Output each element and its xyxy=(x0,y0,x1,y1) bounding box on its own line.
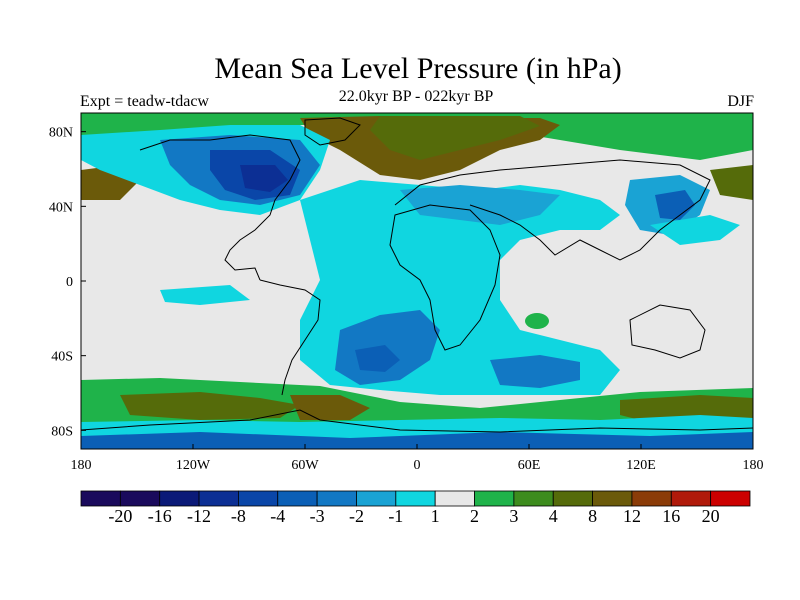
y-tick-label-0: 80N xyxy=(49,126,73,141)
east-asia-strong-negative xyxy=(655,190,695,220)
laurentide-low-core xyxy=(240,165,288,192)
colorbar-label-10: 3 xyxy=(509,506,518,526)
eurasia-negative-region xyxy=(400,185,560,225)
axis-ticks: 180 120W 60W 0 60E 120E 180 80N 40N 0 40S 80S xyxy=(49,126,764,473)
colorbar-label-9: 2 xyxy=(470,506,479,526)
colorbar-label-14: 16 xyxy=(662,506,680,526)
colorbar-swatch-7 xyxy=(356,490,397,507)
coast-antarctica xyxy=(81,409,753,433)
coast-greenland xyxy=(304,117,361,146)
experiment-label: Expt = teadw-tdacw xyxy=(80,93,209,110)
x-tick-label-0: 180 xyxy=(71,458,92,473)
colorbar-label-6: -2 xyxy=(349,506,364,526)
southern-ocean-core-positive xyxy=(290,395,370,420)
antarctic-strong-negative xyxy=(81,432,753,449)
pressure-anomaly-field xyxy=(81,113,753,449)
south-indian-negative-region xyxy=(490,355,580,388)
y-tick-label-2: 0 xyxy=(66,275,73,290)
coast-eurasia xyxy=(394,159,711,261)
colorbar-label-11: 4 xyxy=(549,506,558,526)
colorbar-swatch-2 xyxy=(159,490,200,507)
colorbar-swatch-9 xyxy=(434,490,475,507)
y-tick-label-4: 80S xyxy=(51,424,73,439)
chart-title: Mean Sea Level Pressure (in hPa) xyxy=(214,52,622,85)
coast-north-america xyxy=(139,134,301,281)
colorbar-swatch-6 xyxy=(316,490,357,507)
colorbar-swatch-12 xyxy=(552,490,593,507)
x-tick-label-4: 60E xyxy=(518,458,541,473)
colorbar-label-3: -8 xyxy=(231,506,246,526)
x-tick-label-1: 120W xyxy=(176,458,211,473)
colorbar-label-4: -4 xyxy=(270,506,285,526)
colorbar-swatch-15 xyxy=(670,490,712,507)
colorbar-label-8: 1 xyxy=(431,506,440,526)
colorbar-swatch-1 xyxy=(119,490,161,507)
x-tick-label-5: 120E xyxy=(626,458,656,473)
colorbar-swatch-4 xyxy=(238,490,279,507)
colorbar-swatch-14 xyxy=(631,490,672,507)
south-atlantic-low-core xyxy=(355,345,400,372)
colorbar-label-15: 20 xyxy=(702,506,720,526)
chart-subtitle: 22.0kyr BP - 022kyr BP xyxy=(338,88,494,105)
coast-australia xyxy=(629,304,706,359)
colorbar-swatch-3 xyxy=(198,490,239,507)
colorbar-label-1: -16 xyxy=(148,506,172,526)
colorbar-label-7: -1 xyxy=(388,506,403,526)
x-tick-label-6: 180 xyxy=(743,458,764,473)
siberia-positive-region xyxy=(370,116,540,160)
indian-ocean-positive-patch xyxy=(525,313,549,329)
colorbar-swatch-5 xyxy=(277,490,318,507)
north-pacific-negative-patch xyxy=(650,215,740,245)
season-label: DJF xyxy=(727,93,754,110)
colorbar-swatch-8 xyxy=(395,490,436,507)
coast-africa xyxy=(389,204,501,351)
colorbar-label-5: -3 xyxy=(310,506,325,526)
coast-south-america xyxy=(259,279,321,396)
x-tick-label-2: 60W xyxy=(291,458,319,473)
y-tick-label-3: 40S xyxy=(51,350,73,365)
southern-ocean-strong-positive xyxy=(120,392,300,420)
colorbar-label-12: 8 xyxy=(588,506,597,526)
coastlines xyxy=(81,117,753,433)
colorbar-swatch-10 xyxy=(474,490,515,507)
colorbar-swatch-13 xyxy=(592,490,633,507)
colorbar-label-2: -12 xyxy=(187,506,211,526)
colorbar-swatch-11 xyxy=(513,490,554,507)
colorbar: -20 -16 -12 -8 -4 -3 -2 -1 1 2 3 4 8 12 16 20 xyxy=(80,490,751,526)
y-tick-label-1: 40N xyxy=(49,200,73,215)
colorbar-label-0: -20 xyxy=(108,506,132,526)
south-pacific-negative-patch xyxy=(160,285,250,305)
colorbar-swatch-0 xyxy=(80,490,121,507)
colorbar-swatch-16 xyxy=(710,490,751,507)
colorbar-label-13: 12 xyxy=(623,506,641,526)
x-tick-label-3: 0 xyxy=(414,458,421,473)
ne-pacific-positive-region xyxy=(710,165,753,200)
arctic-positive-region xyxy=(81,113,753,160)
